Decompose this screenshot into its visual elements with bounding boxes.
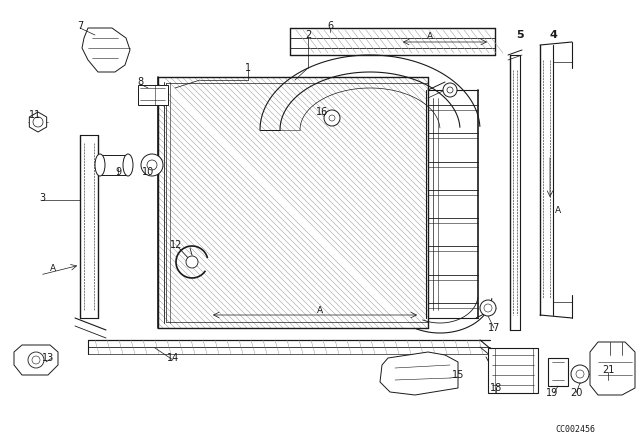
- Text: 19: 19: [546, 388, 558, 398]
- Text: 5: 5: [516, 30, 524, 40]
- Polygon shape: [380, 352, 458, 395]
- Polygon shape: [82, 28, 130, 72]
- Circle shape: [484, 304, 492, 312]
- Circle shape: [186, 256, 198, 268]
- Circle shape: [571, 365, 589, 383]
- Circle shape: [324, 110, 340, 126]
- Text: 14: 14: [167, 353, 179, 363]
- Text: 18: 18: [490, 383, 502, 393]
- Bar: [488, 348, 538, 393]
- Bar: [548, 358, 568, 386]
- Circle shape: [576, 370, 584, 378]
- Polygon shape: [29, 112, 47, 132]
- Text: CC002456: CC002456: [555, 425, 595, 434]
- Circle shape: [480, 300, 496, 316]
- Circle shape: [329, 115, 335, 121]
- Text: A: A: [427, 31, 433, 40]
- Text: 9: 9: [115, 167, 121, 177]
- Bar: [138, 85, 168, 105]
- Ellipse shape: [95, 154, 105, 176]
- Circle shape: [141, 154, 163, 176]
- Polygon shape: [14, 345, 58, 375]
- Ellipse shape: [123, 154, 133, 176]
- Text: 21: 21: [602, 365, 614, 375]
- Text: A: A: [555, 206, 561, 215]
- Text: 13: 13: [42, 353, 54, 363]
- Text: A: A: [50, 263, 56, 272]
- Circle shape: [147, 160, 157, 170]
- Text: 20: 20: [570, 388, 582, 398]
- Circle shape: [32, 356, 40, 364]
- Text: 15: 15: [452, 370, 464, 380]
- Text: 17: 17: [488, 323, 500, 333]
- Text: 11: 11: [29, 110, 41, 120]
- Text: 8: 8: [137, 77, 143, 87]
- Text: 6: 6: [327, 21, 333, 31]
- Text: 4: 4: [549, 30, 557, 40]
- Text: 3: 3: [39, 193, 45, 203]
- Polygon shape: [590, 342, 635, 395]
- Circle shape: [447, 87, 453, 93]
- Circle shape: [33, 117, 43, 127]
- Text: 1: 1: [245, 63, 251, 73]
- Text: 2: 2: [305, 30, 311, 40]
- Text: 7: 7: [77, 21, 83, 31]
- Text: A: A: [317, 306, 323, 314]
- Circle shape: [443, 83, 457, 97]
- Text: 16: 16: [316, 107, 328, 117]
- Text: 10: 10: [142, 167, 154, 177]
- Text: 12: 12: [170, 240, 182, 250]
- Circle shape: [28, 352, 44, 368]
